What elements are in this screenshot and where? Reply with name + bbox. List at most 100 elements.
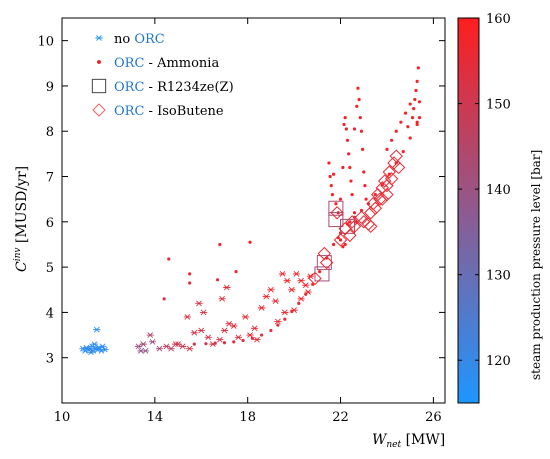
data-point [204, 334, 212, 341]
y-tick-label: 4 [46, 306, 54, 321]
data-point [377, 174, 392, 188]
data-point [345, 138, 350, 142]
data-point [314, 266, 330, 282]
y-tick-label: 7 [46, 171, 54, 186]
data-point [364, 197, 368, 201]
data-point [276, 323, 280, 327]
data-point [167, 345, 175, 352]
data-point [197, 327, 205, 334]
data-point [348, 220, 352, 224]
data-point [101, 346, 109, 353]
data-point [162, 297, 166, 301]
data-point [363, 183, 367, 188]
data-point [380, 187, 394, 202]
data-point [387, 172, 391, 176]
data-point [341, 245, 345, 249]
data-point [319, 255, 334, 270]
data-point [241, 314, 249, 320]
data-point [343, 228, 357, 243]
data-point [234, 334, 243, 341]
data-point [220, 327, 229, 334]
legend-label: ORC - IsoButene [114, 104, 224, 119]
data-point [215, 278, 220, 282]
data-point [195, 300, 203, 307]
y-tick-label: 5 [46, 261, 54, 276]
data-point [209, 341, 217, 347]
x-tick-label: 22 [332, 410, 349, 425]
colorbar-gradient [457, 17, 480, 404]
data-point [338, 238, 343, 242]
colorbar-tick-label: 140 [486, 183, 511, 198]
data-point [406, 125, 410, 129]
data-point [375, 192, 390, 206]
axis-ticks [61, 18, 445, 403]
data-point [204, 342, 208, 346]
data-point [368, 201, 383, 215]
data-point [281, 309, 289, 316]
legend-label: ORC - R1234ze(Z) [114, 80, 234, 95]
data-point [417, 116, 422, 120]
legend-marker [92, 103, 106, 117]
plot-area [61, 17, 446, 404]
data-point [399, 120, 403, 124]
data-marks [79, 66, 422, 356]
x-tick-label: 26 [425, 410, 442, 425]
data-point [246, 332, 254, 338]
data-point [360, 147, 365, 151]
data-point [403, 111, 408, 115]
legend-label-text: - Ammonia [144, 56, 219, 71]
data-point [290, 309, 294, 314]
data-point [394, 129, 398, 133]
y-tick-label: 6 [46, 216, 54, 231]
data-point [241, 338, 245, 343]
data-point [355, 104, 359, 108]
data-point [416, 66, 420, 70]
data-point [348, 165, 352, 170]
legend-marker [97, 60, 101, 64]
data-point [99, 343, 107, 350]
y-tick-label: 3 [46, 352, 54, 367]
data-point [248, 240, 252, 244]
data-point [410, 116, 415, 120]
data-point [297, 301, 301, 305]
data-point [93, 326, 101, 333]
legend-label-text: no [114, 32, 134, 47]
data-point [262, 293, 270, 300]
data-point [352, 127, 357, 131]
data-point [137, 348, 145, 354]
data-point [139, 341, 147, 347]
data-point [338, 197, 343, 201]
colorbar-ticks: 120 130 140 150 160 [458, 12, 511, 369]
legend-label: ORC - Ammonia [114, 56, 219, 71]
data-point [349, 179, 353, 183]
data-point [260, 333, 264, 337]
data-point [358, 116, 362, 120]
data-point [155, 345, 164, 352]
data-point [192, 342, 196, 346]
data-point [186, 345, 194, 352]
data-point [345, 215, 359, 229]
data-point [359, 129, 364, 133]
data-point [354, 210, 369, 225]
data-point [329, 183, 333, 188]
colorbar-tick-label: 130 [486, 269, 511, 284]
data-point [188, 281, 192, 285]
legend-label: no ORC [114, 32, 165, 47]
data-point [352, 215, 357, 219]
data-point [343, 116, 347, 120]
data-point [327, 161, 331, 165]
legend-label-orc: ORC [114, 80, 144, 95]
data-point [183, 314, 191, 320]
data-point [297, 277, 305, 284]
data-point [412, 106, 416, 111]
data-point [391, 160, 406, 175]
data-point [188, 272, 192, 276]
data-point [328, 200, 344, 216]
data-point [290, 307, 298, 314]
data-point [258, 305, 266, 311]
data-point [390, 138, 394, 142]
data-point [352, 211, 357, 215]
x-tick-label: 18 [239, 410, 256, 425]
data-point [304, 289, 312, 295]
